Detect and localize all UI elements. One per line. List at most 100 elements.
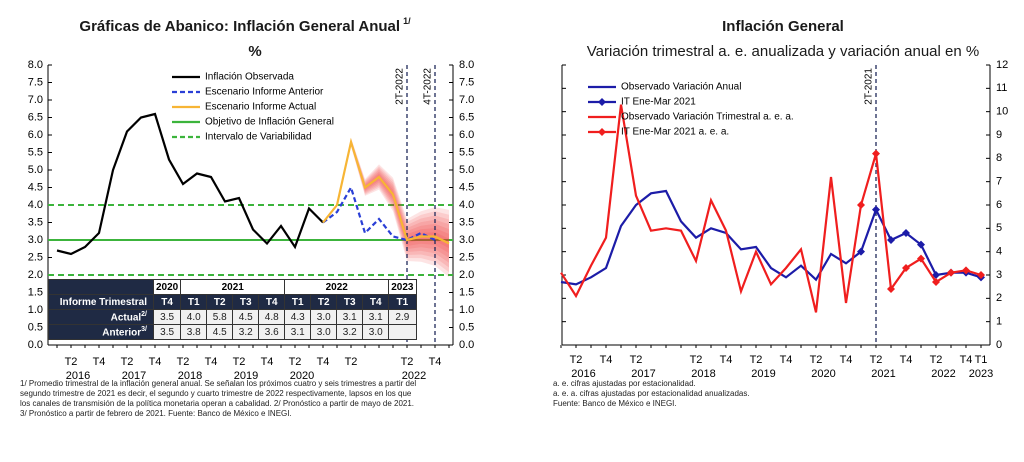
table-cell: 4.0 [180,309,208,325]
table-quarter: T3 [336,294,364,310]
series-line [322,184,436,242]
y-tick-label: 4.0 [28,199,43,211]
year-label: 2016 [66,370,90,382]
y-tick-label: 5 [996,222,1002,234]
table-year: 2020 [152,279,182,295]
x-tick-label: T2 [121,356,134,368]
fan-band [351,140,449,258]
y-tick-label: 0.5 [459,321,474,333]
year-label: 2023 [969,368,993,380]
y-tick-label: 1.5 [28,286,43,298]
y-tick-label: 1 [996,316,1002,328]
table-cell: 4.5 [232,309,260,325]
x-tick-label: T2 [401,356,414,368]
y-tick-label: 5.5 [459,146,474,158]
y-tick-label: 5.0 [28,164,43,176]
row-note: 2/ [141,310,147,318]
row-note: 3/ [141,325,147,333]
chart-title: Gráficas de Abanico: Inflación General A… [79,16,411,35]
y-tick-label: 1.5 [459,286,474,298]
diamond-marker [917,254,925,263]
y-tick-label: 9 [996,129,1002,141]
series-line [56,112,324,256]
x-tick-label: T4 [840,354,853,366]
forecast-table: 2020 2021 2022 2023 Informe Trimestral T4 T1 T2… [48,279,417,340]
table-cell: 3.0 [362,324,390,340]
y-tick-label: 8.0 [459,59,474,71]
x-tick-label: T1 [975,354,988,366]
year-label: 2022 [931,368,955,380]
y-tick-label: 4.5 [28,181,43,193]
footnote: Fuente: Banco de México e INEGI. [553,399,677,408]
table-cell [388,324,417,340]
table-cell: 3.1 [336,309,364,325]
x-tick-label: T4 [261,356,274,368]
legend-label: Observado Variación Anual [621,82,741,93]
diamond-marker [902,229,910,237]
table-cell: 3.6 [258,324,286,340]
x-tick-label: T4 [900,354,913,366]
table-row: Actual2/3.5 4.0 5.8 4.5 4.8 4.3 3.0 3.1 3.1 2.9 [48,309,417,325]
y-tick-label: 3.0 [459,234,474,246]
y-tick-label: 5.5 [28,146,43,158]
y-tick-label: 6 [996,199,1002,211]
y-tick-label: 6.0 [28,129,43,141]
table-cell: 3.5 [152,309,182,325]
x-tick-label: T4 [149,356,162,368]
fan-band [351,137,449,278]
year-label: 2022 [402,370,426,382]
y-tick-label: 0.0 [459,339,474,351]
y-tick-label: 4.5 [459,181,474,193]
y-tick-label: 3.5 [28,216,43,228]
vertical-marker-label: 2T-2022 [395,68,406,105]
y-tick-label: 4 [996,246,1002,258]
y-tick-label: 6.5 [459,111,474,123]
table-cell: 3.0 [310,324,338,340]
x-tick-label: T2 [570,354,583,366]
footnote: 3/ Pronóstico a partir de febrero de 202… [20,409,292,418]
table-row-label: Anterior3/ [48,324,154,340]
legend-marker [598,128,606,136]
diamond-marker [857,247,865,256]
x-tick-label: T4 [205,356,218,368]
x-tick-label: T4 [780,354,793,366]
table-cell: 4.5 [206,324,234,340]
table-quarter: T4 [258,294,286,310]
chart-subtitle: % [248,43,261,60]
y-tick-label: 2.5 [28,251,43,263]
year-label: 2017 [631,368,655,380]
x-tick-label: T4 [720,354,733,366]
year-label: 2020 [811,368,835,380]
y-tick-label: 7 [996,176,1002,188]
diamond-marker [887,285,895,293]
chart-subtitle: Variación trimestral a. e. anualizada y … [587,43,979,60]
diamond-marker [977,271,985,279]
y-tick-label: 3 [996,269,1002,281]
y-tick-label: 8.0 [28,59,43,71]
legend-marker [598,98,606,106]
y-tick-label: 2.0 [459,269,474,281]
table-quarter: T4 [362,294,390,310]
x-tick-label: T4 [429,356,442,368]
title-text: Inflación General [722,18,844,35]
table-cell: 4.3 [284,309,312,325]
x-tick-label: T2 [870,354,883,366]
y-tick-label: 0.0 [28,339,43,351]
table-year: 2022 [284,279,390,295]
table-cell: 3.5 [152,324,182,340]
x-tick-label: T2 [630,354,643,366]
x-tick-label: T2 [810,354,823,366]
table-cell: 3.2 [336,324,364,340]
y-tick-label: 7.5 [28,76,43,88]
y-tick-label: 2.5 [459,251,474,263]
title-note: 1/ [403,16,411,26]
diamond-marker [872,149,880,158]
y-tick-label: 1.0 [459,304,474,316]
y-tick-label: 3.5 [459,216,474,228]
table-row: Anterior3/3.5 3.8 4.5 3.2 3.6 3.1 3.0 3.2 3.0 [48,324,417,340]
legend-label: Escenario Informe Anterior [205,87,324,98]
table-quarter: T4 [152,294,182,310]
vertical-marker-label: 2T-2021 [864,68,875,105]
footnote: segundo trimestre de 2021 es decir, el s… [20,389,412,398]
